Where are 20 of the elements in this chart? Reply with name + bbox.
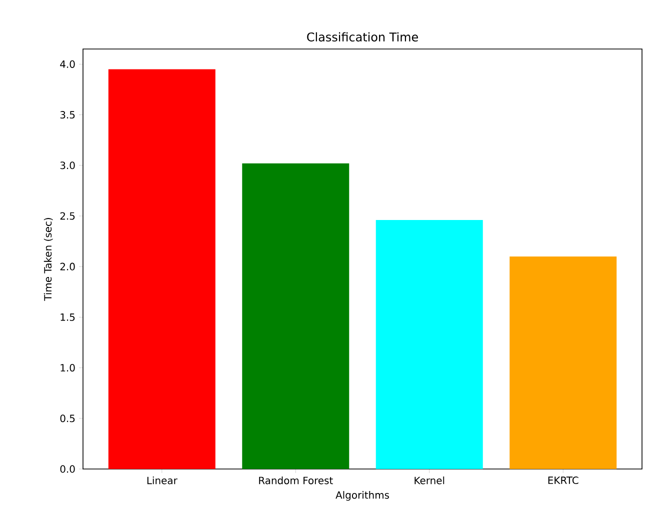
- y-tick-label: 3.5: [60, 111, 75, 119]
- bar: [376, 220, 483, 469]
- y-tick-label: 3.0: [60, 162, 75, 170]
- x-tick-label: Kernel: [414, 476, 444, 484]
- y-tick-label: 4.0: [60, 60, 75, 68]
- bar: [242, 163, 350, 469]
- y-tick-label: 0.0: [60, 465, 75, 473]
- y-tick-label: 1.0: [60, 364, 75, 372]
- x-axis-title: Algorithms: [336, 491, 390, 501]
- x-tick-label: EKRTC: [548, 476, 578, 484]
- y-axis-title: Time Taken (sec): [44, 218, 53, 301]
- y-tick-label: 1.5: [60, 313, 75, 321]
- y-tick-label: 2.0: [60, 262, 75, 270]
- x-tick-label: Random Forest: [259, 476, 333, 484]
- y-tick-label: 0.5: [60, 414, 75, 422]
- bar: [108, 69, 216, 469]
- y-tick-label: 2.5: [60, 212, 75, 220]
- bar: [510, 256, 617, 469]
- x-tick-label: Linear: [147, 476, 178, 484]
- chart-title: Classification Time: [307, 32, 418, 42]
